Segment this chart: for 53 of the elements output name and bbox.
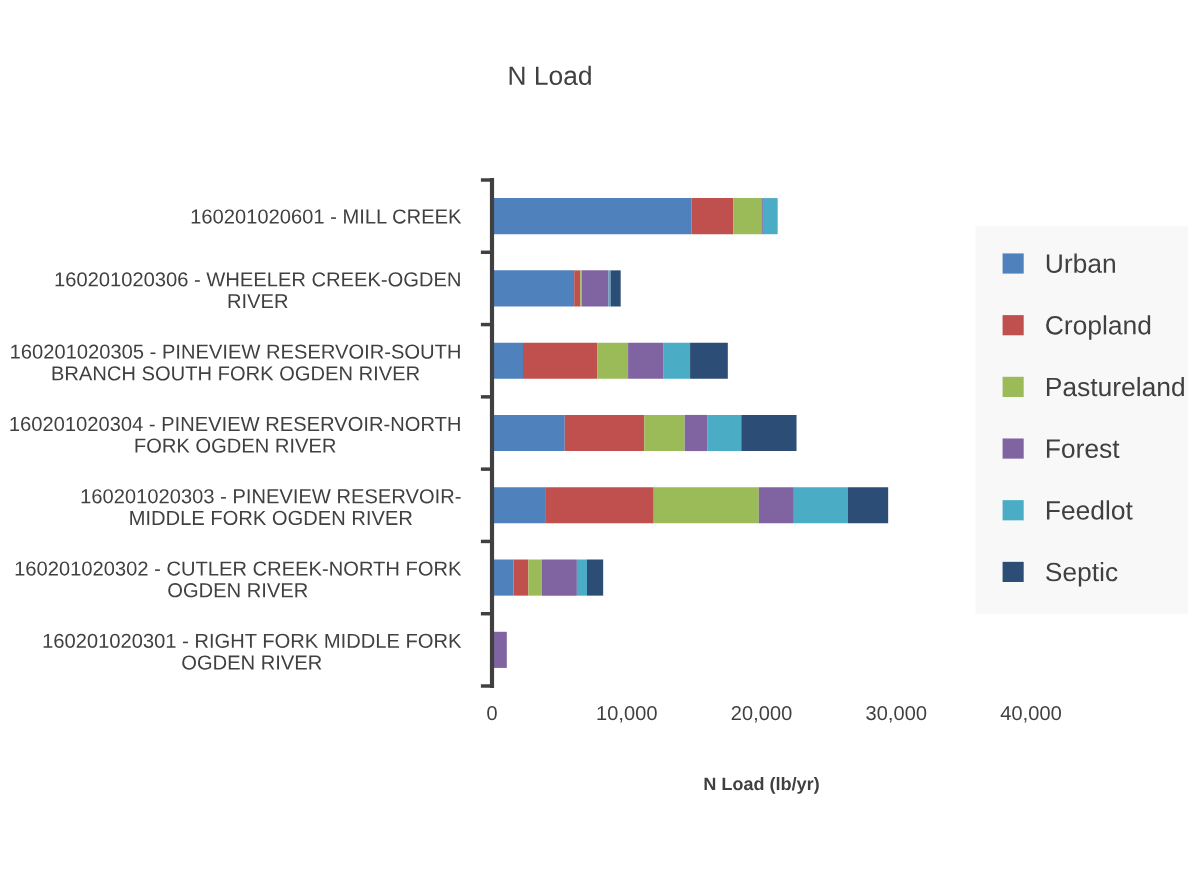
bar: [653, 487, 759, 524]
bar: [758, 487, 794, 524]
bar: [587, 559, 604, 596]
chart-title: N Load: [509, 65, 591, 86]
bar: [541, 559, 577, 596]
bar: [741, 414, 797, 452]
bar: [608, 270, 611, 307]
bar: [492, 559, 514, 596]
bar: [528, 559, 542, 596]
x-tick-label: 40,000: [1000, 705, 1062, 723]
bar: [581, 270, 609, 307]
bar: [762, 198, 778, 235]
bar: [492, 487, 546, 524]
bar: [610, 270, 621, 307]
legend-label: Feedlot: [1046, 500, 1133, 520]
bar: [707, 414, 742, 452]
y-tick-label: 160201020302 - CUTLER CREEK-NORTH FORK OGDEN RIVER: [15, 561, 462, 598]
legend-label: Forest: [1046, 439, 1120, 458]
bar: [576, 559, 587, 596]
bar: [574, 270, 581, 307]
bar: [492, 414, 565, 452]
bar: [492, 198, 692, 235]
legend-label: Urban: [1046, 253, 1115, 273]
bar: [597, 342, 629, 379]
y-tick-label: 160201020601 - MILL CREEK: [191, 209, 462, 224]
x-tick-label: 10,000: [597, 705, 657, 723]
bar: [545, 487, 654, 524]
y-tick-label: 160201020306 - WHEELER CREEK-OGDEN RIVER: [55, 272, 460, 309]
bar: [564, 414, 645, 452]
x-tick-label: 20,000: [731, 705, 792, 723]
bar: [691, 198, 734, 235]
x-tick-label: 30,000: [866, 705, 927, 723]
x-tick-label: 0: [487, 705, 497, 721]
bar: [793, 487, 848, 524]
bar: [628, 342, 664, 379]
y-tick-label: 160201020304 - PINEVIEW RESERVOIR-NORTH FORK OGDEN RIVER: [10, 416, 460, 453]
bar: [663, 342, 691, 379]
bar: [492, 270, 575, 307]
y-tick-label: 160201020305 - PINEVIEW RESERVOIR-SOUTH BRANCH SOUTH FORK OGDEN RIVER: [11, 344, 460, 381]
legend-label: Pastureland: [1046, 376, 1184, 397]
legend-label: Septic: [1046, 561, 1118, 587]
bar: [492, 342, 523, 379]
bar: [522, 342, 598, 379]
bar: [644, 414, 685, 452]
bar: [684, 414, 708, 452]
bar: [847, 487, 889, 524]
y-tick-label: 160201020303 - PINEVIEW RESERVOIR- MIDDLE FORK OGDEN RIVER: [81, 489, 461, 526]
bar: [513, 559, 529, 596]
bar: [733, 198, 762, 235]
y-tick-label: 160201020301 - RIGHT FORK MIDDLE FORK OGDEN RIVER: [43, 633, 462, 670]
bar: [690, 342, 728, 379]
x-axis-title: N Load (lb/yr): [704, 777, 819, 794]
legend-label: Cropland: [1046, 315, 1151, 340]
